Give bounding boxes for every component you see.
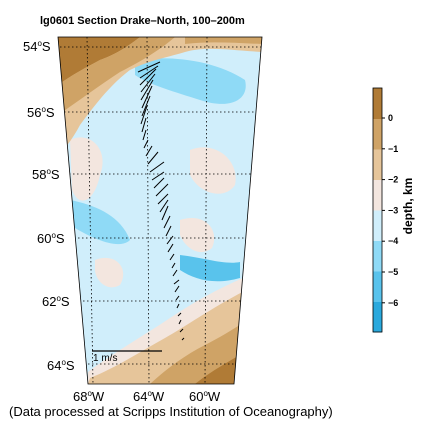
velocity-vector <box>147 151 159 165</box>
colorbar-segment <box>373 179 382 211</box>
velocity-vector <box>176 303 180 309</box>
colorbar-segment <box>373 210 382 241</box>
velocity-vector <box>159 199 169 213</box>
land-south-america-coast <box>185 37 262 44</box>
depth-colorbar: 0 −1 −2 −3 −4 −5 −6 <box>372 87 398 333</box>
lon-label-60: 60oW <box>189 389 221 404</box>
deep-trench <box>70 200 130 245</box>
velocity-vector <box>140 79 154 101</box>
velocity-vector <box>169 253 175 261</box>
lon-label-64: 64oW <box>133 389 165 404</box>
lat-label-56: 56oS <box>27 105 55 120</box>
colorbar-tick-label: −1 <box>388 144 398 154</box>
lat-label-60: 60oS <box>37 231 65 246</box>
scale-label: 1 m/s <box>93 353 117 364</box>
colorbar-segment <box>373 118 382 150</box>
latitude-labels: 54oS 56oS 58oS 60oS 62oS 64oS <box>23 39 75 373</box>
velocity-vector <box>151 171 165 181</box>
velocity-vector <box>141 85 153 109</box>
velocity-vector <box>139 65 159 79</box>
velocity-vector <box>145 145 153 157</box>
colorbar-segment <box>373 240 382 272</box>
data-credit: (Data processed at Scripps Institution o… <box>9 404 333 419</box>
lat-label-54: 54oS <box>23 39 51 54</box>
velocity-vector <box>161 205 169 221</box>
shallow-shelf-patch <box>180 218 215 253</box>
lon-label-68: 68oW <box>73 389 105 404</box>
colorbar-segment <box>373 149 382 180</box>
velocity-vector <box>177 312 182 317</box>
shallow-shelf-patch <box>190 147 236 194</box>
velocity-vector <box>142 129 147 141</box>
graticule <box>60 37 262 384</box>
velocity-vector <box>167 243 174 253</box>
velocity-vector <box>179 328 184 333</box>
velocity-vector <box>153 177 165 189</box>
lat-label-62: 62oS <box>42 294 70 309</box>
velocity-vector <box>141 95 151 117</box>
velocity-vector <box>165 225 172 237</box>
velocity-vector <box>178 319 182 325</box>
velocity-vector <box>171 262 176 269</box>
velocity-vector <box>173 279 180 285</box>
map-area: 1 m/s <box>58 37 262 384</box>
land-south-america-mid <box>58 37 175 115</box>
shallow-shelf-patch <box>70 137 103 201</box>
velocity-vector <box>163 215 171 229</box>
velocity-vector <box>140 105 148 125</box>
colorbar-tick-label: −6 <box>388 298 398 308</box>
land-south-america-high <box>58 37 140 85</box>
velocity-vector <box>174 285 180 293</box>
colorbar-segment <box>373 88 382 119</box>
velocity-vector <box>143 139 149 149</box>
map-frame <box>57 36 263 385</box>
colorbar-tick-label: 0 <box>388 113 393 123</box>
colorbar-segment <box>373 271 382 302</box>
colorbar-tick-label: −3 <box>388 205 398 215</box>
longitude-labels: 68oW 64oW 60oW <box>73 389 221 404</box>
colorbar-tick-label: −5 <box>388 267 398 277</box>
velocity-vector <box>181 337 185 341</box>
velocity-vector <box>137 61 161 73</box>
velocity-vector <box>166 235 174 245</box>
velocity-vector <box>140 73 156 93</box>
velocity-vector <box>139 68 157 86</box>
deep-trench <box>180 255 240 282</box>
velocity-vector <box>149 161 165 173</box>
shallow-shelf-patch <box>95 257 124 288</box>
lat-label-64: 64oS <box>47 358 75 373</box>
colorbar-label: depth, km <box>401 178 415 235</box>
velocity-vectors <box>137 61 185 341</box>
velocity-vector <box>155 183 169 197</box>
map-title: lg0601 Section Drake–North, 100–200m <box>40 15 245 27</box>
velocity-vector <box>141 117 147 133</box>
velocity-vector <box>172 269 178 277</box>
velocity-vector <box>175 295 180 301</box>
colorbar-tick-label: −4 <box>388 236 398 246</box>
colorbar-tick-label: −2 <box>388 175 398 185</box>
deep-trench <box>135 58 246 104</box>
lat-label-58: 58oS <box>32 167 60 182</box>
velocity-vector <box>157 193 169 205</box>
colorbar-segment <box>373 301 382 333</box>
